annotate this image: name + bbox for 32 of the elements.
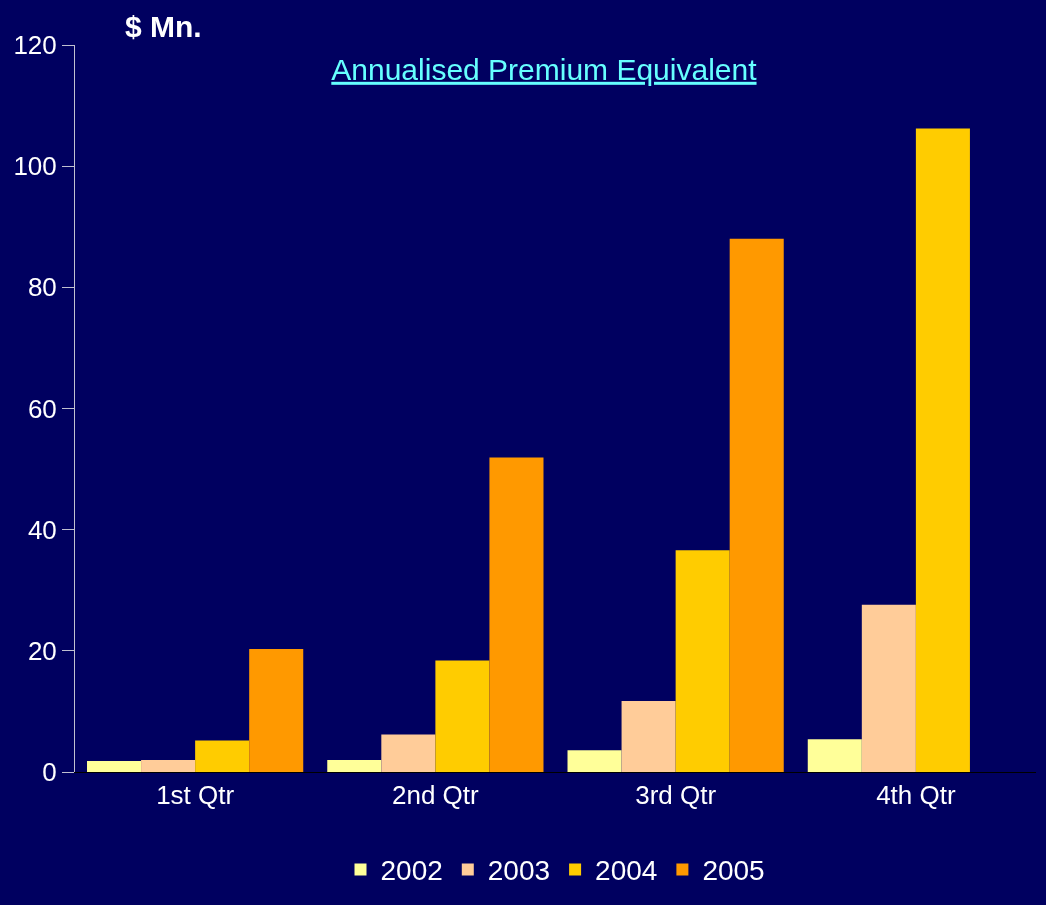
legend-label: 2005 bbox=[702, 855, 765, 887]
y-tick-label: 120 bbox=[13, 30, 57, 61]
chart-title: Annualised Premium Equivalent bbox=[331, 52, 758, 86]
y-tick-label: 60 bbox=[27, 393, 57, 424]
bar bbox=[435, 660, 490, 772]
bar bbox=[249, 649, 304, 772]
y-axis-title: $ Mn. bbox=[125, 10, 202, 43]
bar bbox=[327, 759, 382, 772]
legend-label: 2003 bbox=[487, 855, 551, 887]
bar bbox=[729, 238, 784, 772]
bar bbox=[861, 604, 916, 772]
y-tick-label: 0 bbox=[42, 757, 57, 788]
bar bbox=[381, 734, 436, 772]
x-tick-label: 3rd Qtr bbox=[635, 780, 717, 811]
x-tick-label: 4th Qtr bbox=[876, 780, 956, 811]
bar bbox=[915, 128, 970, 772]
y-tick-label: 80 bbox=[27, 272, 57, 303]
legend-label: 2004 bbox=[595, 855, 658, 887]
bar bbox=[141, 759, 196, 772]
y-tick-label: 20 bbox=[27, 635, 57, 666]
bar bbox=[489, 457, 544, 772]
bar bbox=[807, 739, 862, 772]
bar bbox=[621, 701, 676, 772]
bar bbox=[195, 740, 250, 772]
bar bbox=[675, 550, 730, 772]
x-tick-label: 1st Qtr bbox=[156, 780, 235, 811]
bar bbox=[567, 750, 622, 772]
bar bbox=[87, 761, 142, 772]
legend-label: 2002 bbox=[380, 855, 443, 887]
x-tick-label: 2nd Qtr bbox=[392, 780, 480, 811]
y-tick-label: 40 bbox=[27, 514, 57, 545]
y-tick-label: 100 bbox=[13, 151, 57, 182]
